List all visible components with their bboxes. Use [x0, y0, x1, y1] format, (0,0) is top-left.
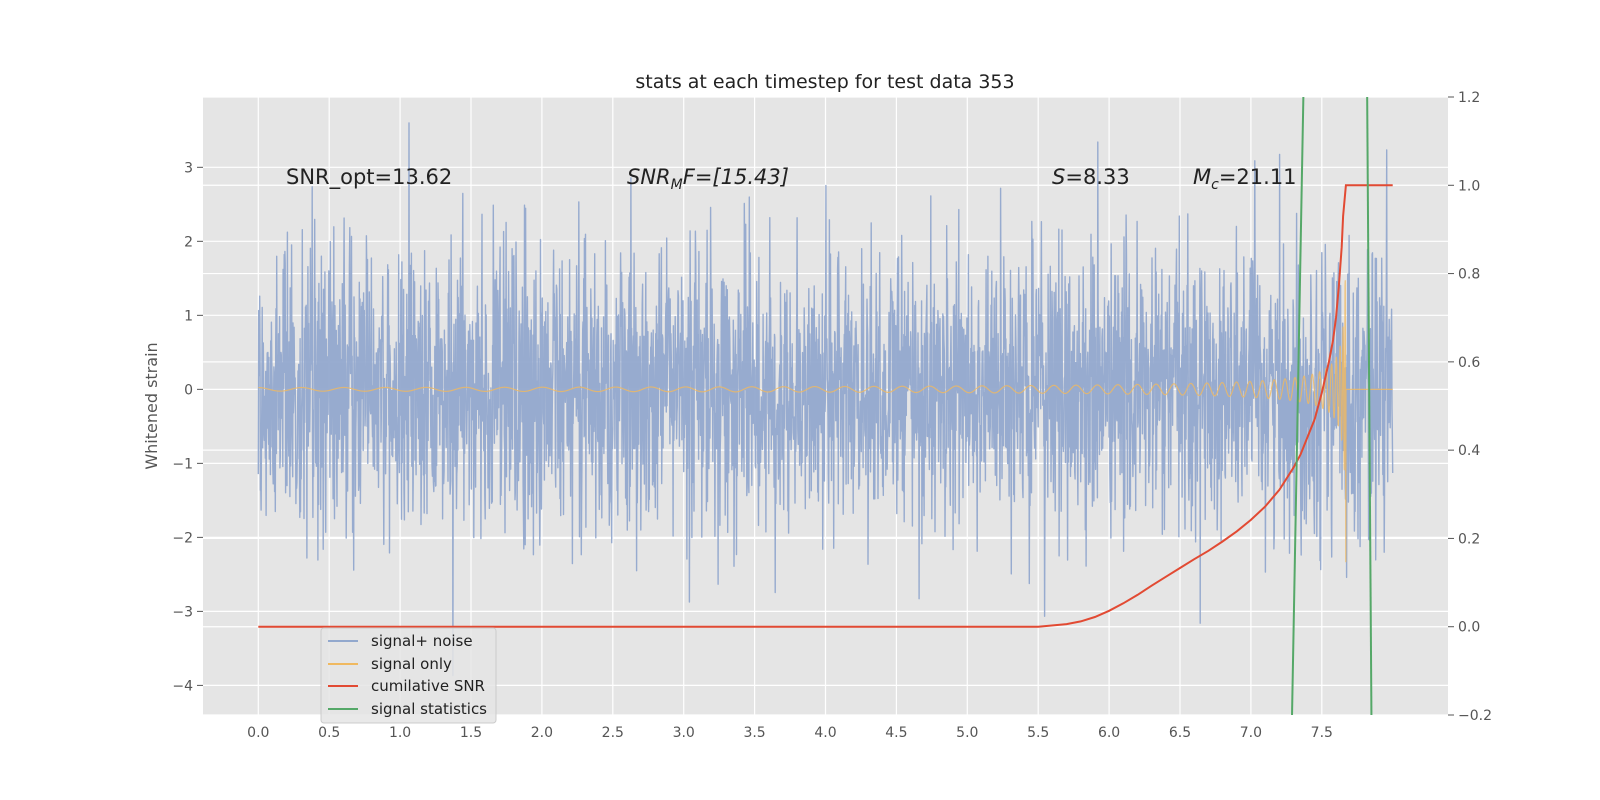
y2-tick-label: 0.0: [1458, 620, 1480, 636]
y-tick-label: −1: [172, 456, 193, 472]
y-axis-ticks: 3 2 1 0 −1 −2 −3 −4: [172, 160, 203, 694]
annotation-snr-mf: SNRMF=[15.43]: [627, 165, 789, 193]
y-tick-label: 3: [184, 160, 193, 176]
y-tick-label: 0: [184, 382, 193, 398]
x-tick-label: 4.5: [885, 725, 907, 741]
x-tick-label: 3.0: [673, 725, 695, 741]
legend-label-cumilative-snr: cumilative SNR: [371, 677, 485, 695]
x-tick-label: 5.5: [1027, 725, 1049, 741]
annotation-snr-opt: SNR_opt=13.62: [286, 165, 452, 190]
signal-statistics-line: [1366, 97, 1373, 715]
x-tick-label: 4.0: [814, 725, 836, 741]
y2-tick-label: 0.6: [1458, 355, 1480, 371]
x-tick-label: 0.0: [247, 725, 269, 741]
annotation-mc-symbol: M: [1193, 165, 1211, 189]
x-axis-ticks: 0.0 0.5 1.0 1.5 2.0 2.5 3.0 3.5 4.0 4.5 5.0 5.5 6.0 6…: [247, 725, 1333, 741]
x-tick-label: 6.0: [1098, 725, 1120, 741]
series-signal-noise-line: [257, 122, 1394, 677]
series-signal-statistics-lines: [1291, 97, 1373, 715]
signal-statistics-line: [1291, 97, 1305, 715]
y2-tick-label: 0.2: [1458, 531, 1480, 547]
x-tick-label: 2.5: [602, 725, 624, 741]
annotation-s-value: =8.33: [1065, 165, 1129, 189]
x-tick-label: 7.0: [1240, 725, 1262, 741]
x-tick-label: 7.5: [1311, 725, 1333, 741]
x-tick-label: 1.0: [389, 725, 411, 741]
x-tick-label: 1.5: [460, 725, 482, 741]
annotation-snr-mf-subscript: M: [671, 177, 683, 193]
annotation-mc-subscript: c: [1211, 177, 1219, 193]
y-tick-label: −4: [172, 678, 193, 694]
y-tick-label: 1: [184, 308, 193, 324]
y2-tick-label: 0.8: [1458, 267, 1480, 283]
x-tick-label: 5.0: [956, 725, 978, 741]
annotation-mc: Mc=21.11: [1193, 165, 1297, 193]
annotation-s: S=8.33: [1052, 165, 1130, 189]
legend-box: [320, 627, 497, 724]
annotation-mc-value: =21.11: [1219, 165, 1297, 189]
y2-tick-label: 0.4: [1458, 443, 1480, 459]
x-tick-label: 3.5: [743, 725, 765, 741]
y2-axis-ticks: 1.2 1.0 0.8 0.6 0.4 0.2 0.0 −0.2: [1448, 90, 1492, 724]
legend-label-signal-noise: signal+ noise: [371, 632, 473, 650]
x-tick-label: 6.5: [1169, 725, 1191, 741]
x-tick-label: 2.0: [531, 725, 553, 741]
y-tick-label: −3: [172, 604, 193, 620]
series-cumilative-snr-line: [258, 184, 1393, 628]
y2-tick-label: 1.2: [1458, 90, 1480, 106]
annotation-s-symbol: S: [1052, 165, 1065, 189]
y2-tick-label: −0.2: [1458, 708, 1492, 724]
legend-label-signal-statistics: signal statistics: [371, 700, 487, 718]
x-tick-label: 0.5: [318, 725, 340, 741]
y-tick-label: −2: [172, 530, 193, 546]
legend-label-signal-only: signal only: [371, 655, 452, 673]
series-signal-only-line: [257, 280, 1394, 563]
annotation-snr-mf-symbol: SNR: [627, 165, 671, 189]
y-tick-label: 2: [184, 234, 193, 250]
y2-tick-label: 1.0: [1458, 178, 1480, 194]
annotation-snr-mf-value: F=[15.43]: [683, 165, 789, 189]
y-axis-label: Whitened strain: [142, 342, 161, 469]
legend: signal+ noise signal only cumilative SNR…: [320, 627, 497, 724]
chart-title: stats at each timestep for test data 353: [635, 71, 1014, 93]
